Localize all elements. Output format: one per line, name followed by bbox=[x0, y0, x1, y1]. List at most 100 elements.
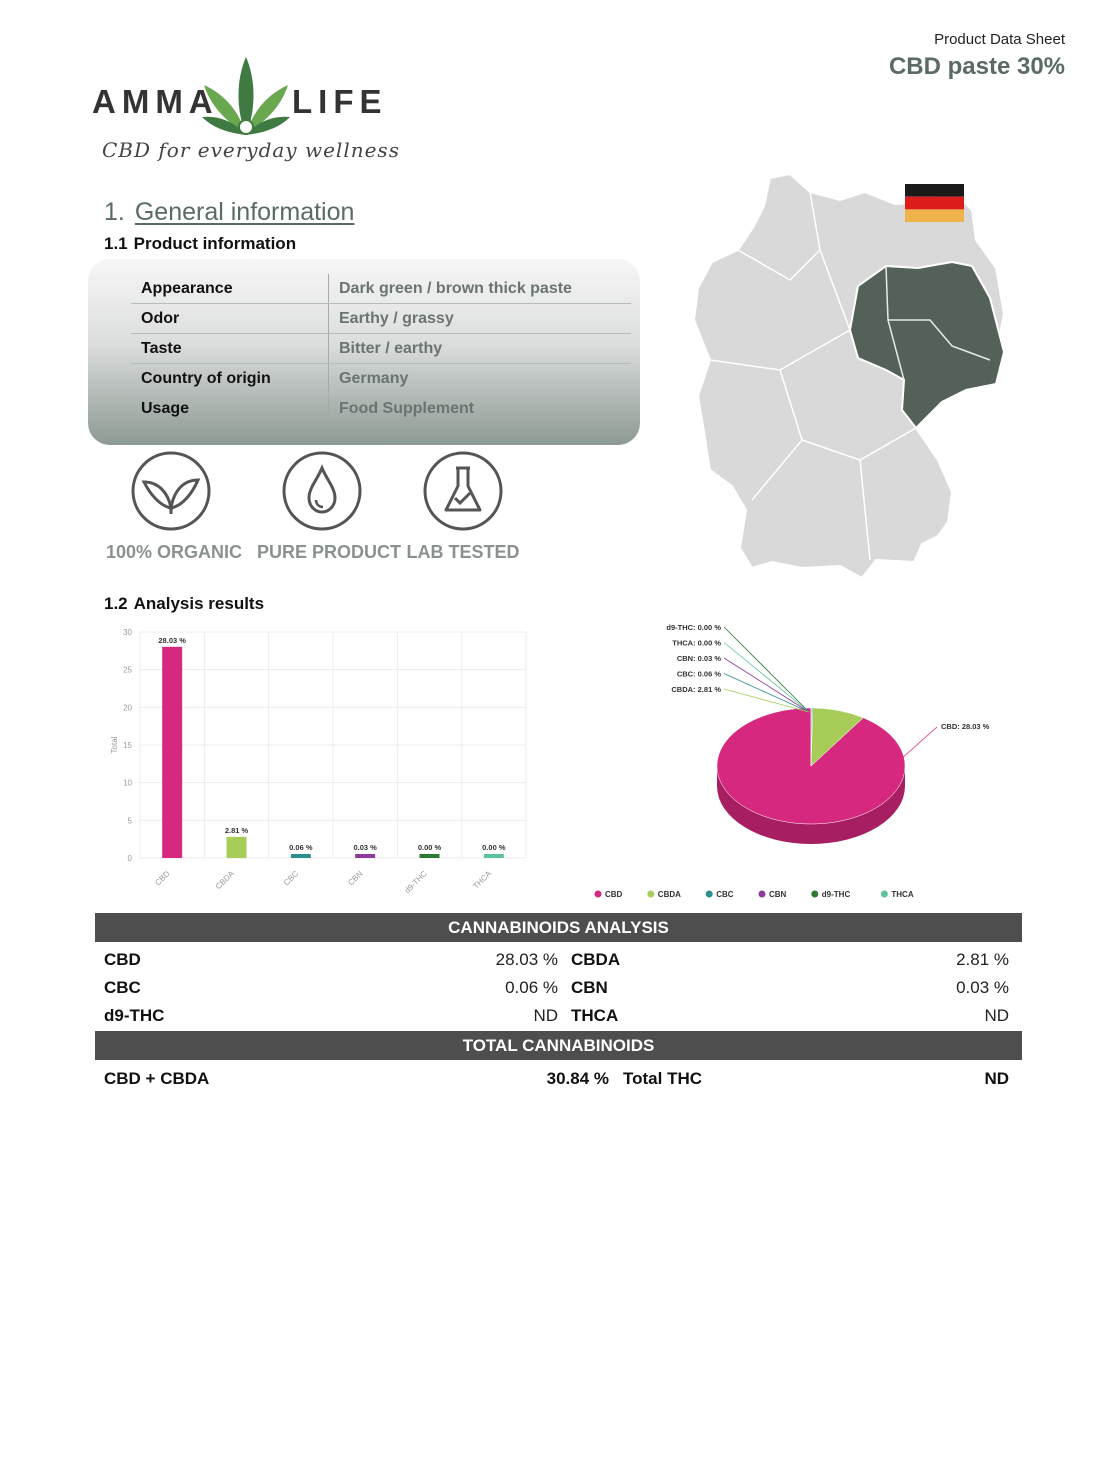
pie-leader-line bbox=[901, 726, 938, 759]
legend-label: CBN bbox=[769, 890, 787, 899]
legend-label: THCA bbox=[891, 890, 913, 899]
product-title: CBD paste 30% bbox=[888, 53, 1065, 80]
info-label: Odor bbox=[131, 303, 329, 334]
subheading-number: 1.2 bbox=[104, 594, 128, 613]
flag-stripe-gold bbox=[905, 209, 964, 222]
cannabis-leaf-icon bbox=[202, 57, 290, 135]
x-tick-label: CBDA bbox=[214, 869, 237, 892]
info-value: Bitter / earthy bbox=[328, 333, 631, 364]
cannabinoid-value: 28.03 % bbox=[495, 950, 558, 969]
subheading-product-information: 1.1 Product information bbox=[104, 234, 296, 254]
flag-stripe-black bbox=[905, 184, 964, 197]
cannabinoid-value: 0.03 % bbox=[956, 978, 1009, 997]
cannabinoid-name: THCA bbox=[571, 1006, 619, 1025]
x-tick-label: d9-THC bbox=[403, 869, 429, 895]
subheading-title: Product information bbox=[133, 234, 297, 253]
pie-leader-line bbox=[723, 657, 810, 713]
bar-cbn bbox=[355, 854, 376, 858]
pie-slice-cbn bbox=[810, 707, 812, 767]
pie-leader-line bbox=[723, 673, 810, 713]
pie-leader-line bbox=[723, 626, 810, 713]
y-tick-label: 20 bbox=[123, 703, 132, 712]
logo-tagline: CBD for everyday wellness bbox=[102, 138, 400, 162]
subheading-title: Analysis results bbox=[133, 594, 265, 613]
cannabinoid-name: CBDA bbox=[571, 950, 621, 969]
info-label: Usage bbox=[131, 393, 329, 423]
subheading-number: 1.1 bbox=[104, 234, 128, 253]
bar-data-label: 0.00 % bbox=[482, 843, 506, 852]
bar-cbda bbox=[226, 836, 247, 858]
info-value: Germany bbox=[328, 363, 631, 394]
pie-side-cbd bbox=[717, 766, 905, 844]
bar-d9-thc bbox=[419, 854, 440, 858]
flask-icon bbox=[423, 451, 503, 531]
bar-data-label: 28.03 % bbox=[158, 636, 186, 645]
subheading-analysis-results: 1.2 Analysis results bbox=[104, 594, 264, 614]
highlighted-region bbox=[848, 260, 1006, 430]
section-heading-general-information: 1. General information bbox=[104, 198, 354, 227]
bar-data-label: 0.06 % bbox=[289, 843, 313, 852]
info-label: Country of origin bbox=[131, 363, 329, 394]
bar-cbc bbox=[290, 854, 311, 858]
pie-leader-line bbox=[723, 642, 810, 713]
germany-flag-icon bbox=[905, 184, 964, 222]
pie-slice-label: CBC: 0.06 % bbox=[677, 670, 722, 679]
legend-marker-thca bbox=[880, 890, 888, 898]
total-value: ND bbox=[984, 1069, 1009, 1088]
x-tick-label: CBC bbox=[282, 869, 300, 887]
legend-marker-d9-thc bbox=[811, 890, 819, 898]
table-row: Taste Bitter / earthy bbox=[131, 333, 631, 364]
pie-chart: CBD: 28.03 % d9-THC: 0.00 % THCA: 0.00 % CB… bbox=[594, 623, 990, 899]
bar-data-label: 2.81 % bbox=[225, 826, 249, 835]
bar-thca bbox=[483, 854, 504, 858]
document-type-label: Product Data Sheet bbox=[934, 31, 1065, 48]
legend-label: CBD bbox=[605, 890, 623, 899]
x-tick-label: CBN bbox=[346, 869, 364, 887]
bar-cbd bbox=[162, 646, 183, 858]
cannabinoid-name: CBN bbox=[571, 978, 608, 997]
badge-pure-product: PURE PRODUCT bbox=[257, 450, 402, 563]
bar-data-label: 0.00 % bbox=[418, 843, 442, 852]
pie-slice-label: CBDA: 2.81 % bbox=[671, 685, 721, 694]
badge-organic: 100% ORGANIC bbox=[106, 450, 243, 563]
badge-label: PURE PRODUCT bbox=[257, 542, 402, 562]
total-value: 30.84 % bbox=[546, 1069, 609, 1088]
brand-logo: AMMA LIFE CBD for everyday wellness bbox=[92, 55, 399, 170]
pie-slice-label: CBN: 0.03 % bbox=[677, 654, 722, 663]
cannabinoid-value: 2.81 % bbox=[956, 950, 1009, 969]
x-tick-label: THCA bbox=[471, 869, 493, 891]
info-value: Dark green / brown thick paste bbox=[328, 274, 631, 304]
cannabinoid-value: ND bbox=[984, 1006, 1009, 1025]
bar-data-label: 0.03 % bbox=[353, 843, 377, 852]
pie-slice-label: THCA: 0.00 % bbox=[672, 639, 721, 648]
y-tick-label: 5 bbox=[128, 816, 133, 825]
y-tick-label: 30 bbox=[123, 628, 132, 637]
x-tick-label: CBD bbox=[153, 869, 171, 887]
table-row: Odor Earthy / grassy bbox=[131, 303, 631, 334]
y-tick-label: 25 bbox=[123, 666, 132, 675]
cannabinoid-name: d9-THC bbox=[104, 1006, 165, 1025]
logo-word-life: LIFE bbox=[292, 83, 388, 120]
cannabinoid-name: CBC bbox=[104, 978, 141, 997]
table-row: Usage Food Supplement bbox=[131, 393, 631, 423]
info-label: Taste bbox=[131, 333, 329, 364]
pie-slice-label: d9-THC: 0.00 % bbox=[666, 623, 721, 632]
legend-label: CBDA bbox=[658, 890, 681, 899]
leaf-icon bbox=[131, 451, 211, 531]
drop-icon bbox=[282, 451, 362, 531]
cannabinoid-name: CBD bbox=[104, 950, 141, 969]
logo-word-amma: AMMA bbox=[92, 83, 219, 120]
legend-marker-cbda bbox=[647, 890, 655, 898]
legend-label: CBC bbox=[716, 890, 734, 899]
info-value: Food Supplement bbox=[339, 399, 475, 417]
badge-label: 100% ORGANIC bbox=[106, 542, 243, 562]
badge-label: LAB TESTED bbox=[406, 542, 520, 562]
flag-stripe-red bbox=[905, 196, 964, 210]
cannabinoid-value: ND bbox=[533, 1006, 558, 1025]
total-name: CBD + CBDA bbox=[104, 1069, 210, 1088]
table-row: Appearance Dark green / brown thick paste bbox=[131, 274, 631, 304]
pie-slice-label: CBD: 28.03 % bbox=[941, 722, 990, 731]
y-tick-label: 10 bbox=[123, 779, 132, 788]
total-cannabinoids-header: TOTAL CANNABINOIDS bbox=[95, 1031, 1022, 1060]
legend-marker-cbn bbox=[758, 890, 766, 898]
